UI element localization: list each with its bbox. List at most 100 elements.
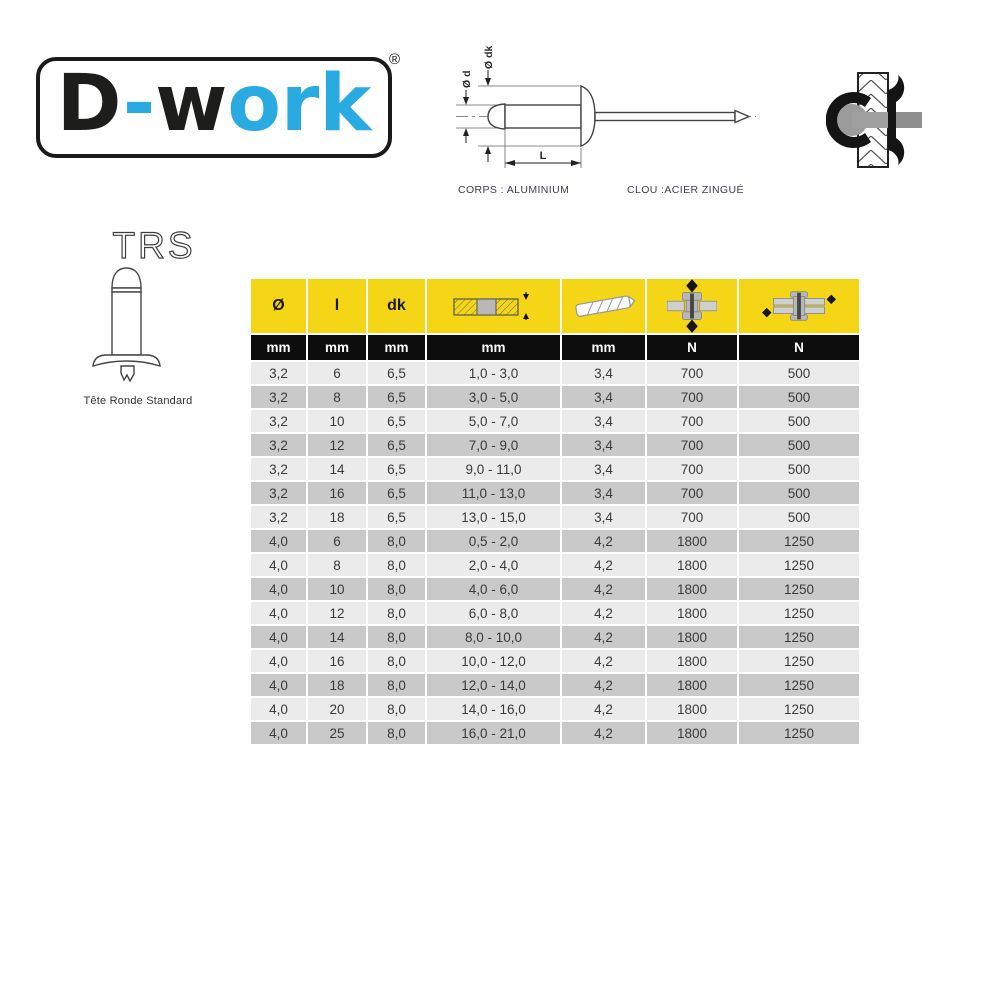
table-cell: 4,0 - 6,0 — [427, 578, 560, 600]
table-cell: 20 — [308, 698, 366, 720]
table-row: 4,0 18 8,0 12,0 - 14,0 4,2 1800 1250 — [251, 674, 859, 696]
nail-material-caption: CLOU :ACIER ZINGUÉ — [627, 184, 744, 196]
col-header-length: l — [308, 279, 366, 333]
dimension-l — [505, 160, 581, 166]
table-cell: 700 — [647, 506, 737, 528]
unit-cell: N — [647, 335, 737, 360]
table-units-row: mm mm mm mm mm N N — [251, 335, 859, 360]
spec-table-body: 3,2 6 6,5 1,0 - 3,0 3,4 700 500 3,2 8 6,5 3,0 - 5,… — [251, 362, 859, 744]
set-rivet-cross-section-icon — [826, 72, 922, 168]
table-row: 4,0 8 8,0 2,0 - 4,0 4,2 1800 1250 — [251, 554, 859, 576]
table-cell: 4,0 — [251, 530, 306, 552]
trs-rivet-illustration — [92, 267, 161, 383]
table-cell: 8,0 — [368, 698, 425, 720]
table-cell: 1250 — [739, 530, 859, 552]
table-cell: 500 — [739, 482, 859, 504]
table-row: 3,2 10 6,5 5,0 - 7,0 3,4 700 500 — [251, 410, 859, 432]
unit-cell: mm — [562, 335, 645, 360]
table-cell: 500 — [739, 434, 859, 456]
table-cell: 4,2 — [562, 578, 645, 600]
table-cell: 10,0 - 12,0 — [427, 650, 560, 672]
table-cell: 7,0 - 9,0 — [427, 434, 560, 456]
product-code-title: TRS — [112, 224, 196, 266]
rivet-side-view — [487, 85, 751, 147]
dimension-d — [463, 90, 469, 143]
table-cell: 0,5 - 2,0 — [427, 530, 560, 552]
table-cell: 4,2 — [562, 626, 645, 648]
table-cell: 14 — [308, 626, 366, 648]
table-cell: 1800 — [647, 722, 737, 744]
table-row: 4,0 25 8,0 16,0 - 21,0 4,2 1800 1250 — [251, 722, 859, 744]
table-cell: 500 — [739, 458, 859, 480]
shear-strength-icon — [762, 291, 836, 321]
table-cell: 700 — [647, 458, 737, 480]
table-cell: 4,0 — [251, 674, 306, 696]
table-row: 4,0 14 8,0 8,0 - 10,0 4,2 1800 1250 — [251, 626, 859, 648]
table-cell: 8,0 — [368, 674, 425, 696]
table-cell: 3,2 — [251, 506, 306, 528]
table-cell: 4,2 — [562, 674, 645, 696]
table-cell: 1250 — [739, 578, 859, 600]
table-cell: 2,0 - 4,0 — [427, 554, 560, 576]
table-row: 3,2 16 6,5 11,0 - 13,0 3,4 700 500 — [251, 482, 859, 504]
logo-hyphen: - — [122, 58, 156, 149]
table-cell: 14,0 - 16,0 — [427, 698, 560, 720]
table-cell: 700 — [647, 386, 737, 408]
table-cell: 500 — [739, 410, 859, 432]
table-cell: 25 — [308, 722, 366, 744]
table-cell: 3,2 — [251, 386, 306, 408]
unit-cell: N — [739, 335, 859, 360]
col-header-tensile — [647, 279, 737, 333]
table-cell: 4,0 — [251, 722, 306, 744]
table-row: 3,2 18 6,5 13,0 - 15,0 3,4 700 500 — [251, 506, 859, 528]
rivet-head-section — [826, 92, 871, 148]
col-header-diameter: Ø — [251, 279, 306, 333]
drill-diameter-icon — [574, 295, 635, 317]
table-header-row: Ø l dk — [251, 279, 859, 333]
table-cell: 700 — [647, 434, 737, 456]
table-cell: 3,4 — [562, 506, 645, 528]
table-row: 4,0 12 8,0 6,0 - 8,0 4,2 1800 1250 — [251, 602, 859, 624]
unit-cell: mm — [251, 335, 306, 360]
body-material-caption: CORPS : ALUMINIUM — [458, 184, 570, 196]
dim-l-label: L — [540, 150, 547, 162]
table-row: 3,2 12 6,5 7,0 - 9,0 3,4 700 500 — [251, 434, 859, 456]
col-header-dk: dk — [368, 279, 425, 333]
table-cell: 8,0 — [368, 650, 425, 672]
table-cell: 11,0 - 13,0 — [427, 482, 560, 504]
table-cell: 4,0 — [251, 650, 306, 672]
table-cell: 4,2 — [562, 602, 645, 624]
table-cell: 10 — [308, 578, 366, 600]
table-cell: 1250 — [739, 650, 859, 672]
table-cell: 6,0 - 8,0 — [427, 602, 560, 624]
table-row: 3,2 14 6,5 9,0 - 11,0 3,4 700 500 — [251, 458, 859, 480]
product-code-text: TRS — [113, 225, 196, 266]
table-cell: 8,0 — [368, 530, 425, 552]
table-cell: 3,4 — [562, 458, 645, 480]
table-cell: 13,0 - 15,0 — [427, 506, 560, 528]
col-header-clamping — [427, 279, 560, 333]
table-cell: 500 — [739, 386, 859, 408]
logo-wordmark: D-work — [57, 65, 372, 151]
table-cell: 3,2 — [251, 362, 306, 384]
table-cell: 1800 — [647, 530, 737, 552]
table-cell: 4,2 — [562, 650, 645, 672]
table-cell: 8,0 — [368, 722, 425, 744]
table-cell: 16 — [308, 482, 366, 504]
table-cell: 500 — [739, 362, 859, 384]
table-cell: 1800 — [647, 602, 737, 624]
table-row: 4,0 20 8,0 14,0 - 16,0 4,2 1800 1250 — [251, 698, 859, 720]
table-cell: 4,0 — [251, 698, 306, 720]
table-cell: 3,4 — [562, 386, 645, 408]
table-row: 4,0 10 8,0 4,0 - 6,0 4,2 1800 1250 — [251, 578, 859, 600]
table-cell: 4,2 — [562, 530, 645, 552]
table-cell: 8,0 — [368, 602, 425, 624]
col-header-drill — [562, 279, 645, 333]
dimension-dk — [485, 70, 491, 162]
table-cell: 10 — [308, 410, 366, 432]
table-cell: 3,2 — [251, 458, 306, 480]
table-cell: 500 — [739, 506, 859, 528]
table-cell: 6,5 — [368, 362, 425, 384]
unit-cell: mm — [308, 335, 366, 360]
